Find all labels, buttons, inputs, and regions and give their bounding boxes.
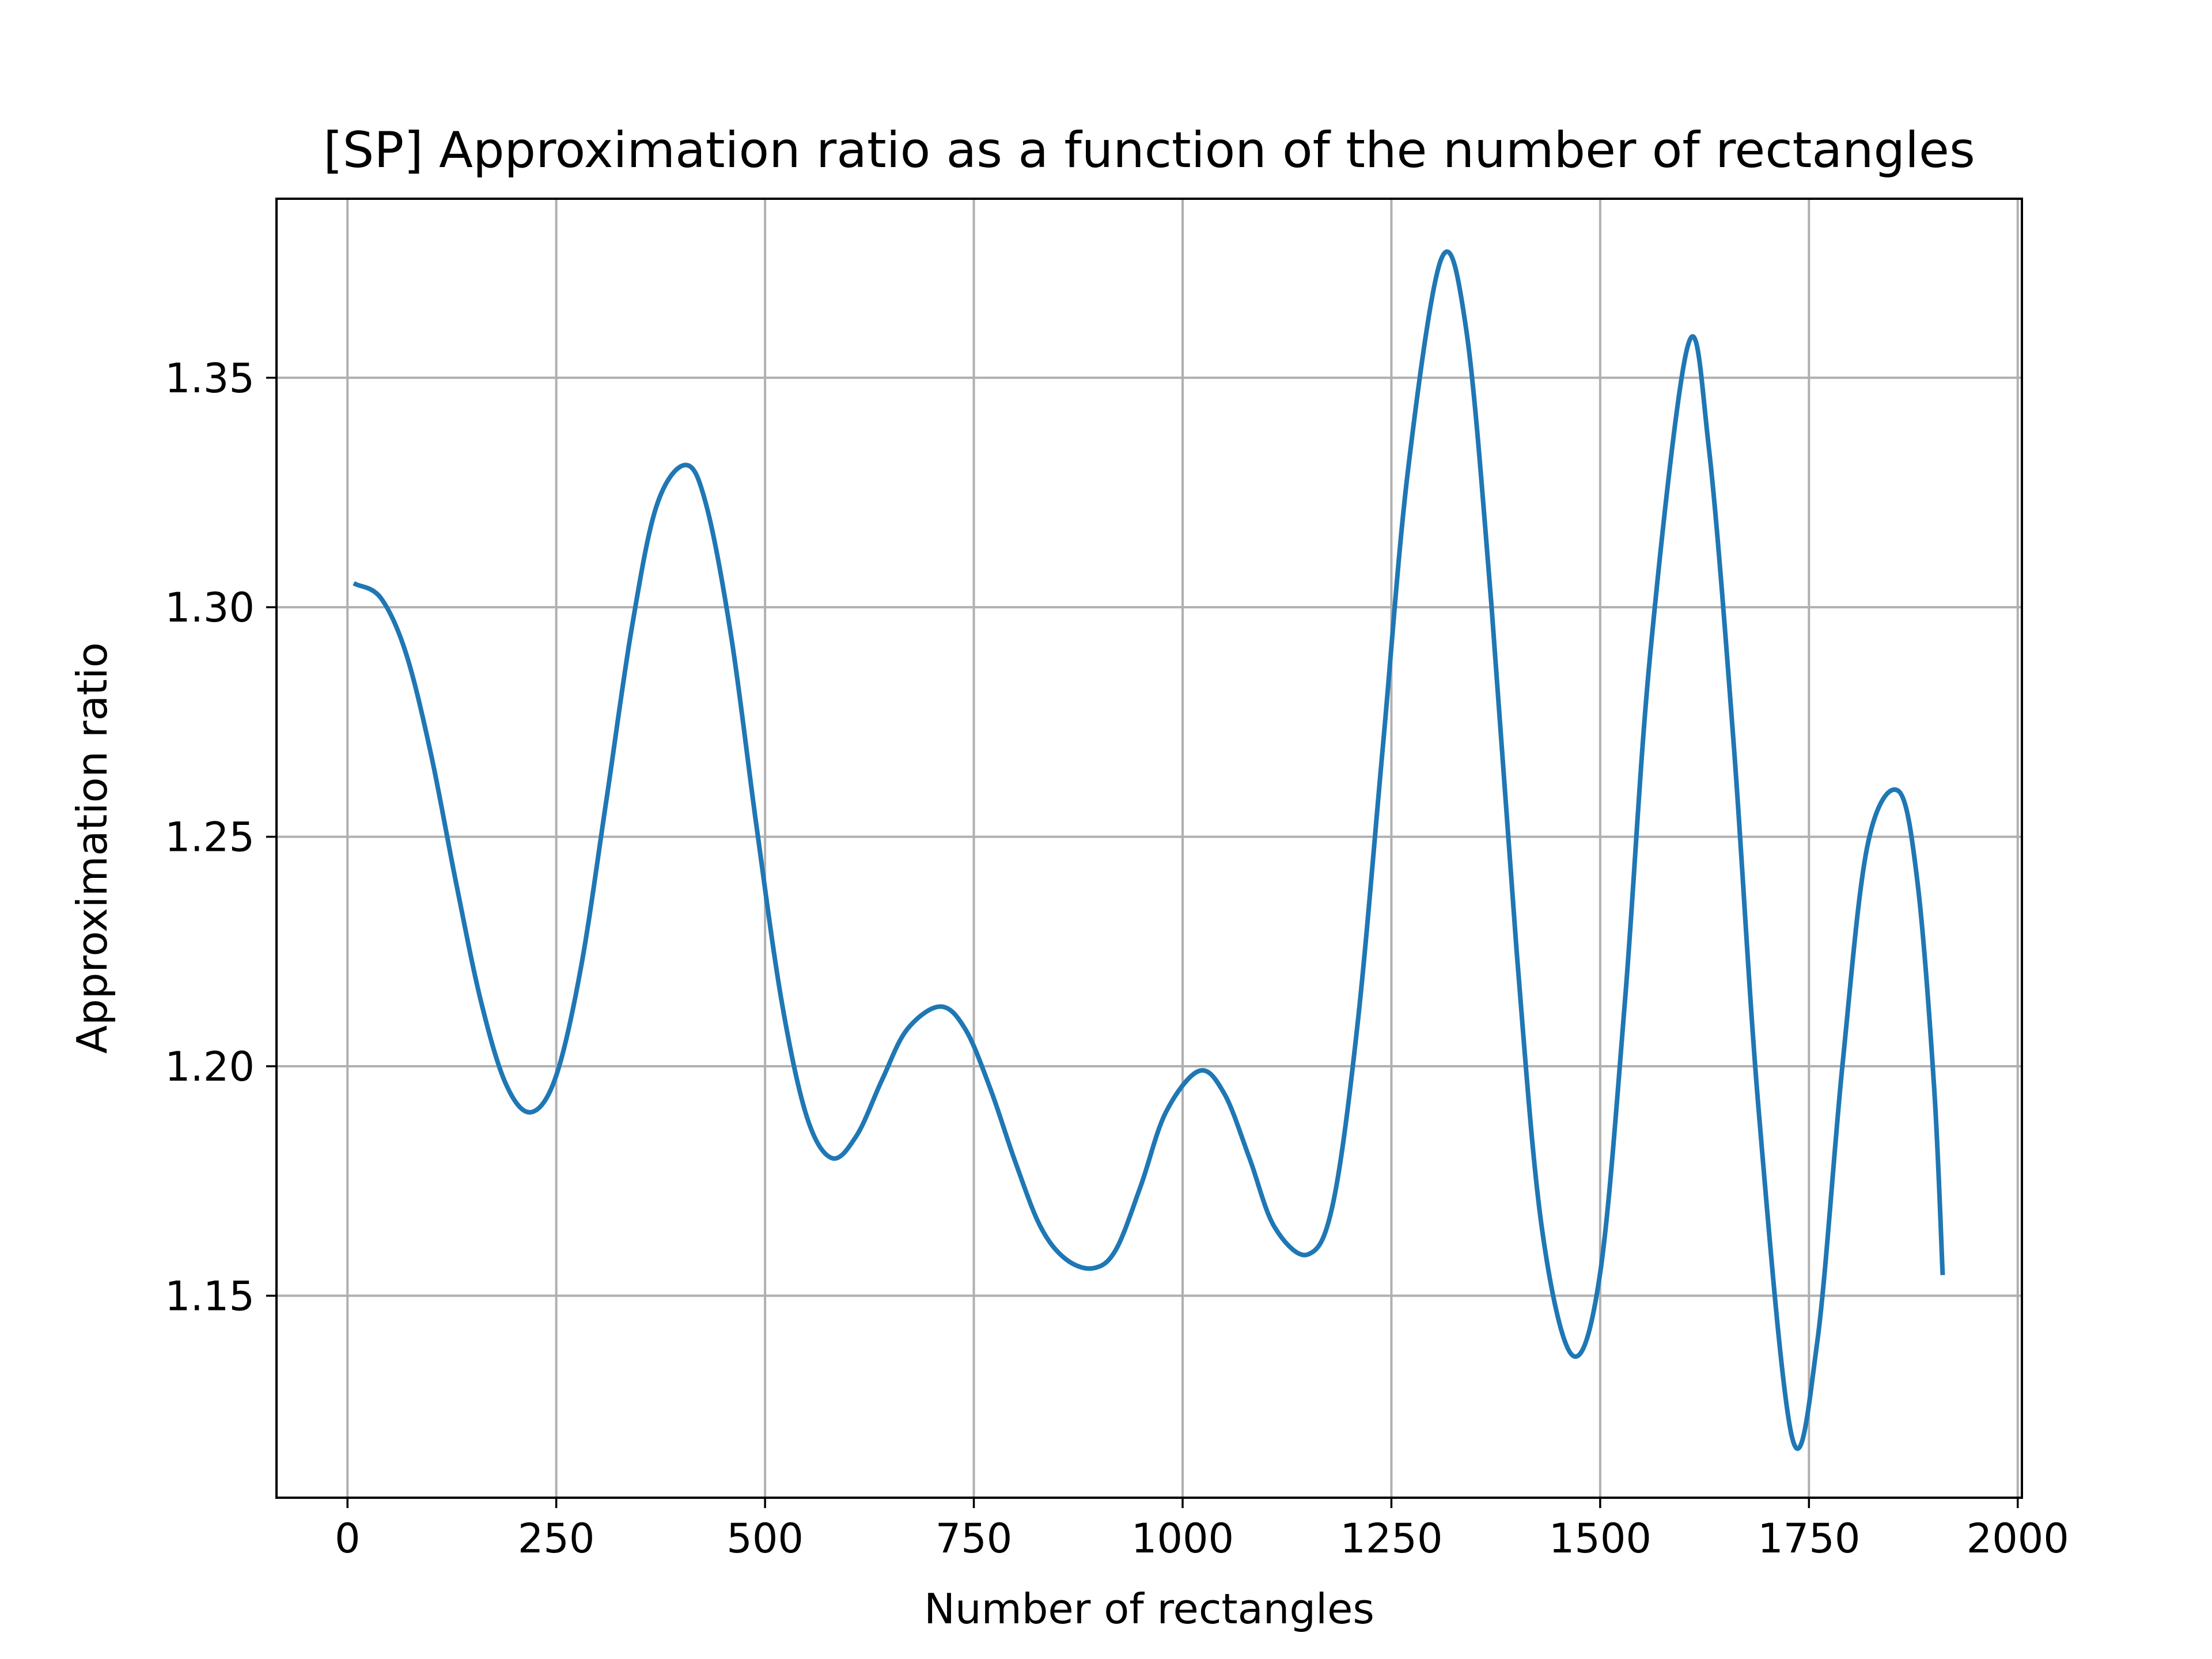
x-tick-label: 500 <box>726 1515 804 1562</box>
x-tick-label: 1750 <box>1758 1515 1860 1562</box>
x-tick-label: 250 <box>518 1515 595 1562</box>
x-tick-label: 1500 <box>1549 1515 1652 1562</box>
tick-layer: 0 250 500 750 1000 1250 1500 1750 2000 1.15 1.20 1.… <box>165 355 2069 1562</box>
y-tick-label: 1.20 <box>165 1043 255 1090</box>
x-tick-label: 750 <box>935 1515 1013 1562</box>
grid-layer <box>276 199 2022 1498</box>
x-axis-label: Number of rectangles <box>924 1585 1374 1633</box>
series-line <box>353 249 1945 1451</box>
x-tick-label: 1000 <box>1131 1515 1234 1562</box>
plot-frame <box>275 198 2023 1499</box>
y-tick-label: 1.30 <box>165 584 255 631</box>
y-tick-label: 1.35 <box>165 355 255 402</box>
chart-title: [SP] Approximation ratio as a function o… <box>323 122 1975 179</box>
y-tick-label: 1.25 <box>165 814 255 861</box>
y-axis-label: Approximation ratio <box>68 642 116 1054</box>
x-tick-label: 0 <box>335 1515 361 1562</box>
x-tick-label: 2000 <box>1967 1515 2069 1562</box>
series-layer <box>353 249 1945 1451</box>
x-tick-label: 1250 <box>1340 1515 1442 1562</box>
y-tick-label: 1.15 <box>165 1272 255 1320</box>
